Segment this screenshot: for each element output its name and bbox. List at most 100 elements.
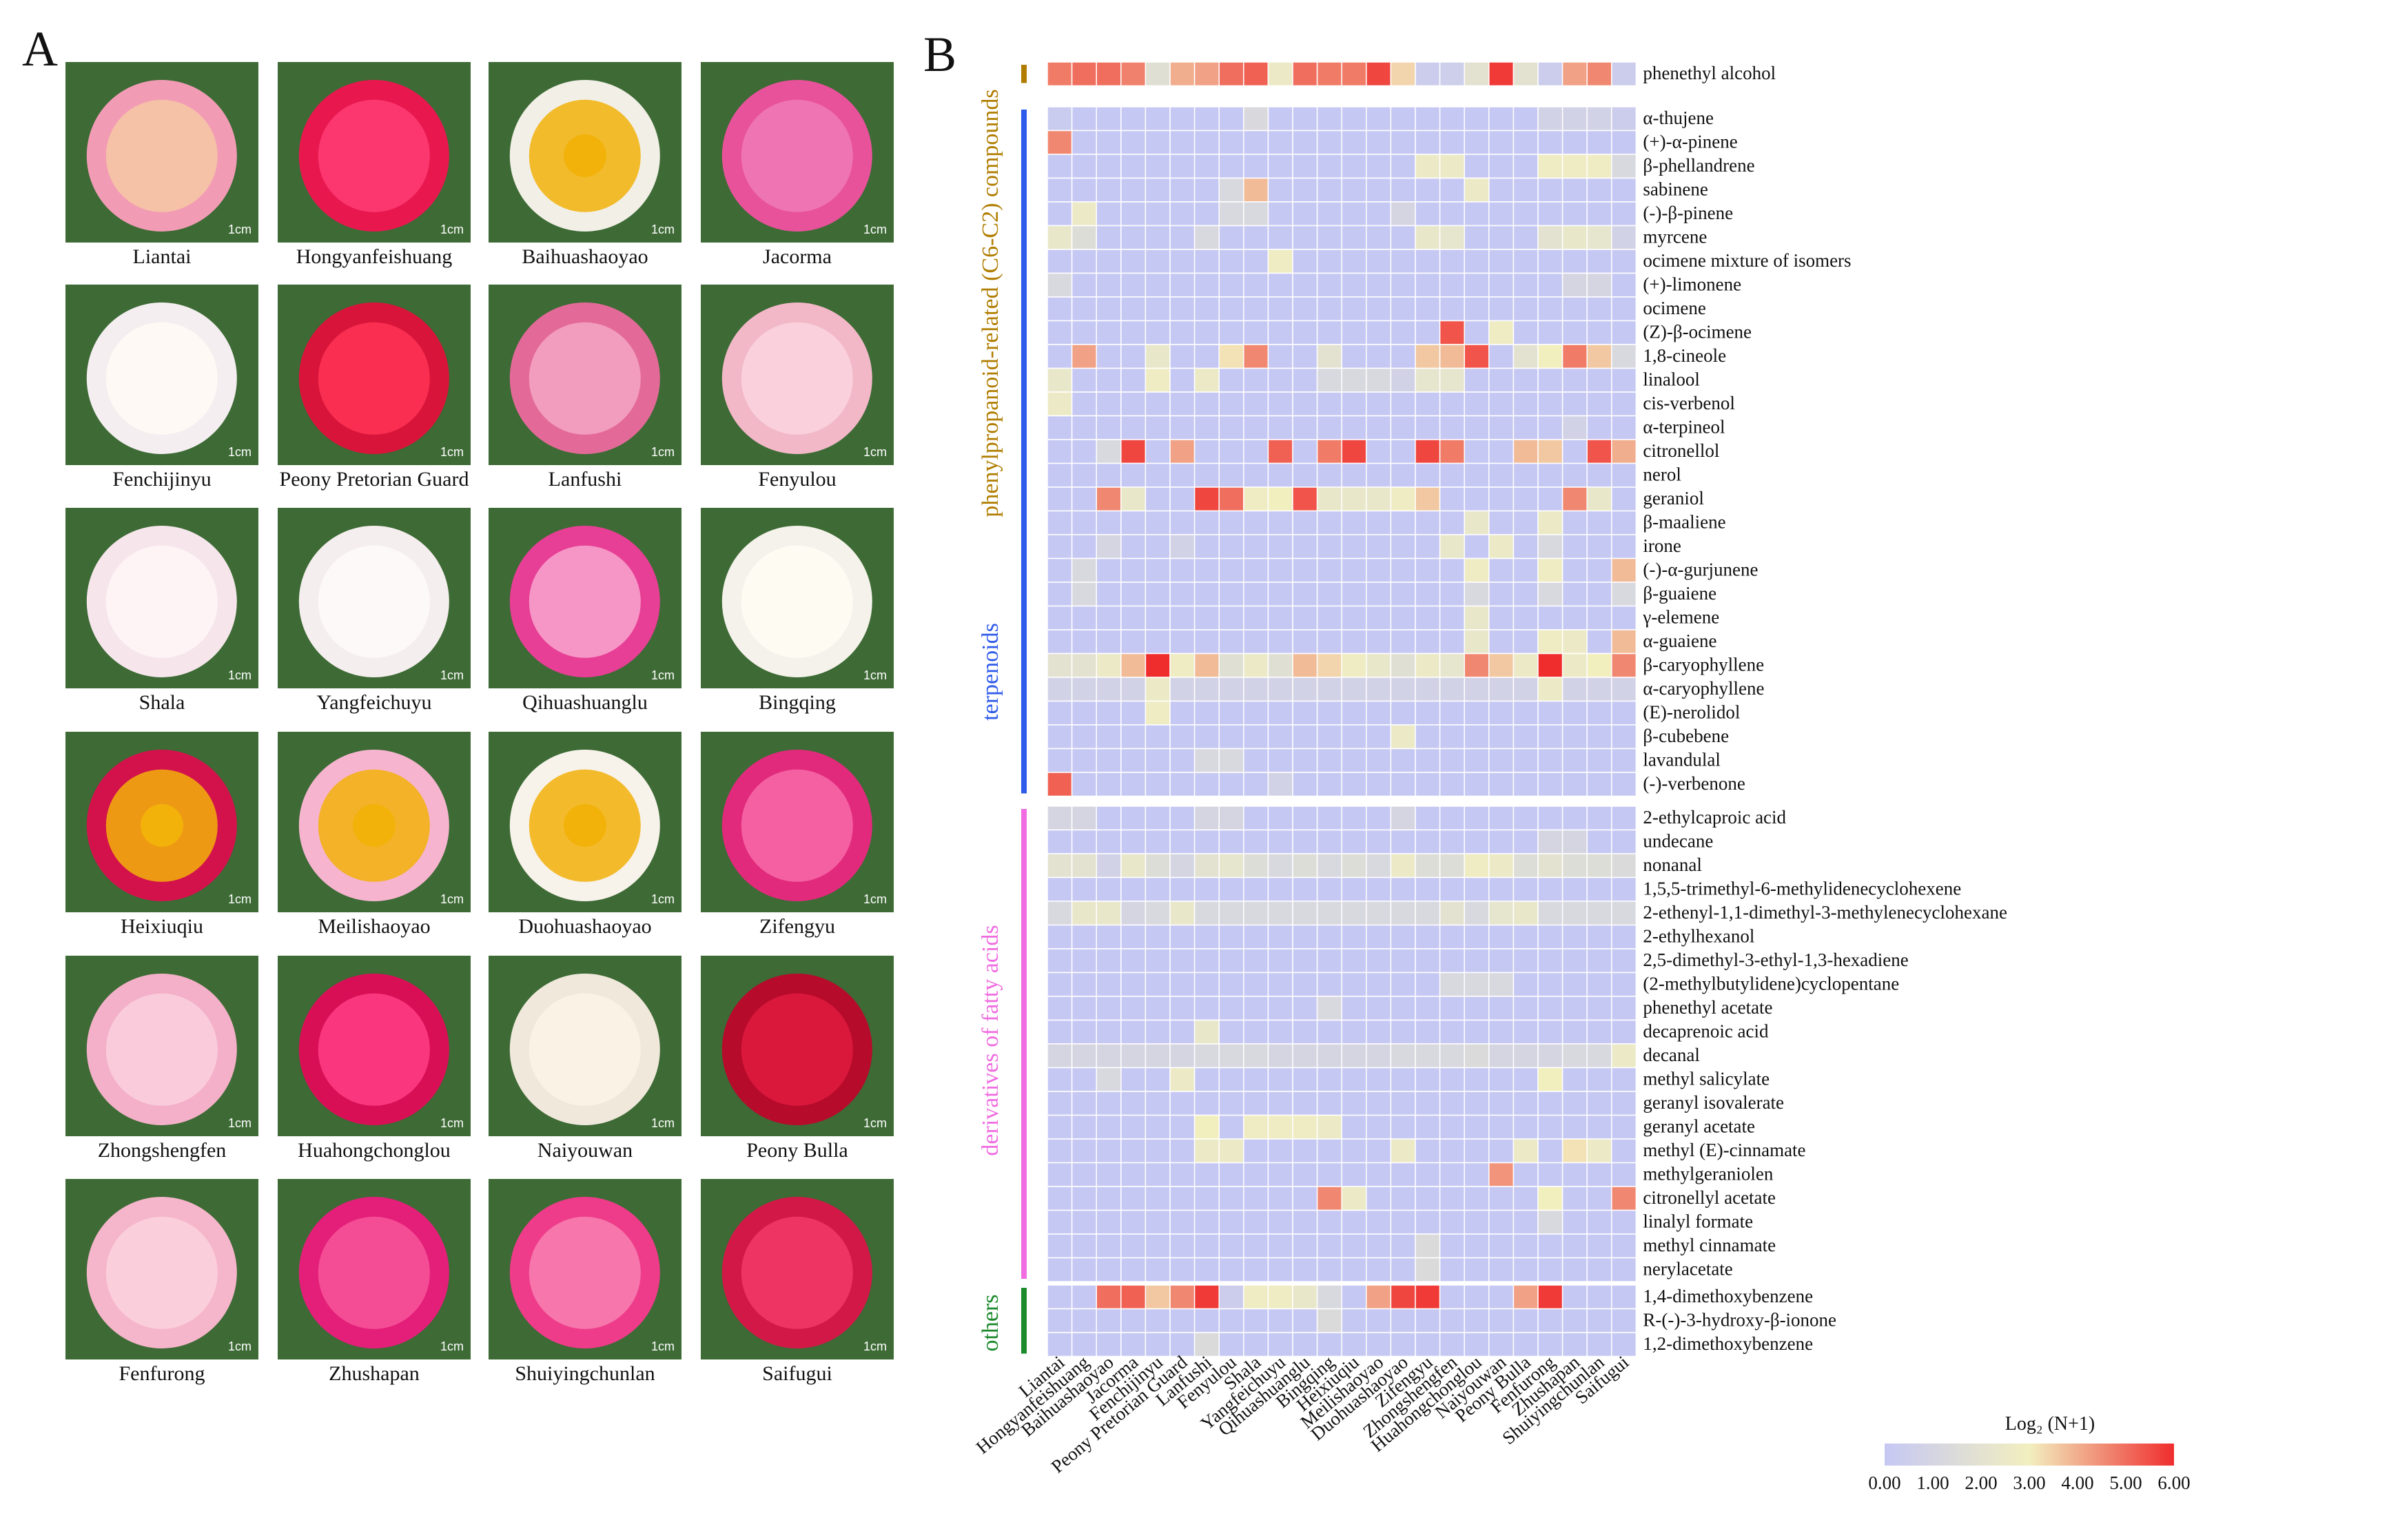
heatmap-cell bbox=[1561, 1162, 1588, 1187]
heatmap-cell bbox=[1488, 924, 1515, 949]
heatmap-cell bbox=[1390, 130, 1416, 155]
flower-photo: 1cm bbox=[701, 508, 894, 688]
heatmap-cell bbox=[1439, 1332, 1465, 1357]
heatmap-cell bbox=[1341, 61, 1367, 87]
heatmap-cell bbox=[1169, 829, 1196, 854]
compound-label: 1,4-dimethoxybenzene bbox=[1643, 1286, 1813, 1306]
heatmap-cell bbox=[1586, 130, 1612, 155]
heatmap-cell bbox=[1390, 367, 1416, 393]
compound-label: 2,5-dimethyl-3-ethyl-1,3-hexadiene bbox=[1643, 949, 1908, 970]
compound-label: γ-elemene bbox=[1642, 606, 1719, 627]
compound-label: 1,2-dimethoxybenzene bbox=[1643, 1333, 1813, 1354]
heatmap-cell bbox=[1316, 61, 1342, 87]
heatmap-cell bbox=[1316, 296, 1342, 322]
heatmap-cell bbox=[1267, 320, 1293, 345]
heatmap-cell bbox=[1267, 677, 1293, 702]
heatmap-cell bbox=[1513, 700, 1539, 726]
heatmap-cell bbox=[1586, 996, 1612, 1021]
heatmap-cell bbox=[1415, 748, 1441, 773]
heatmap-cell bbox=[1537, 1162, 1563, 1187]
heatmap-cell bbox=[1145, 1138, 1171, 1164]
heatmap-cell bbox=[1561, 700, 1588, 726]
heatmap-cell bbox=[1071, 1186, 1097, 1211]
heatmap-cell bbox=[1390, 829, 1416, 854]
heatmap-cell bbox=[1243, 1114, 1269, 1140]
heatmap-cell bbox=[1193, 1019, 1220, 1045]
heatmap-cell bbox=[1193, 853, 1220, 879]
flower-photo: 1cm bbox=[701, 1179, 894, 1359]
heatmap-cell bbox=[1267, 1067, 1293, 1092]
heatmap-cell bbox=[1341, 1332, 1367, 1357]
cultivar-label: Fenyulou bbox=[758, 468, 837, 491]
heatmap-cell bbox=[1513, 1019, 1539, 1045]
heatmap-cell bbox=[1537, 1233, 1563, 1259]
heatmap-cell bbox=[1586, 1233, 1612, 1259]
heatmap-cell bbox=[1464, 201, 1490, 227]
heatmap-cell bbox=[1586, 948, 1612, 974]
heatmap-cell bbox=[1120, 948, 1147, 974]
heatmap-cell bbox=[1218, 700, 1244, 726]
heatmap-cell bbox=[1120, 1332, 1147, 1357]
heatmap-cell bbox=[1193, 805, 1220, 831]
heatmap-cell bbox=[1096, 1138, 1122, 1164]
heatmap-cell bbox=[1071, 677, 1097, 702]
heatmap-cell bbox=[1561, 582, 1588, 607]
heatmap-cell bbox=[1366, 853, 1392, 879]
heatmap-cell bbox=[1096, 296, 1122, 322]
heatmap-cell bbox=[1439, 367, 1465, 393]
heatmap-cell bbox=[1561, 748, 1588, 773]
heatmap-cell bbox=[1096, 1284, 1122, 1310]
panel-label-a: A bbox=[22, 21, 58, 76]
compound-label: nonanal bbox=[1643, 854, 1701, 875]
heatmap-cell bbox=[1169, 486, 1196, 512]
heatmap-cell bbox=[1561, 1284, 1588, 1310]
heatmap-cell bbox=[1611, 1209, 1637, 1235]
heatmap-cell bbox=[1415, 1019, 1441, 1045]
heatmap-cell bbox=[1145, 1067, 1171, 1092]
heatmap-cell bbox=[1316, 1332, 1342, 1357]
heatmap-cell bbox=[1537, 61, 1563, 87]
flower-photo: 1cm bbox=[278, 285, 471, 465]
colorbar-tick-label: 3.00 bbox=[2013, 1472, 2045, 1493]
cultivar-label: Shala bbox=[139, 691, 185, 714]
compound-label: nerylacetate bbox=[1643, 1258, 1732, 1279]
compound-label: myrcene bbox=[1643, 226, 1707, 247]
heatmap-cell bbox=[1267, 724, 1293, 750]
heatmap-cell bbox=[1145, 629, 1171, 655]
heatmap-cell bbox=[1488, 486, 1515, 512]
heatmap-cell bbox=[1316, 1138, 1342, 1164]
heatmap-cell bbox=[1316, 901, 1342, 926]
heatmap-cell bbox=[1561, 225, 1588, 250]
heatmap-cell bbox=[1047, 106, 1073, 132]
heatmap-cell bbox=[1341, 1114, 1367, 1140]
heatmap-cell bbox=[1243, 534, 1269, 559]
heatmap-cell bbox=[1488, 367, 1515, 393]
heatmap-cell bbox=[1464, 1019, 1490, 1045]
heatmap-cell bbox=[1316, 700, 1342, 726]
heatmap-cell bbox=[1169, 225, 1196, 250]
heatmap-cell bbox=[1513, 201, 1539, 227]
heatmap-cell bbox=[1513, 1284, 1539, 1310]
heatmap-cell bbox=[1537, 272, 1563, 298]
heatmap-cell bbox=[1169, 534, 1196, 559]
heatmap-cell bbox=[1341, 876, 1367, 902]
heatmap-cell bbox=[1292, 805, 1318, 831]
heatmap-cell bbox=[1561, 724, 1588, 750]
heatmap-cell bbox=[1047, 700, 1073, 726]
heatmap-cell bbox=[1071, 748, 1097, 773]
heatmap-cell bbox=[1267, 391, 1293, 417]
heatmap-cell bbox=[1513, 1138, 1539, 1164]
cultivar-photo-cell: 1cm Yangfeichuyu bbox=[278, 508, 471, 715]
heatmap-cell bbox=[1464, 249, 1490, 274]
heatmap-cell bbox=[1120, 1233, 1147, 1259]
heatmap-cell bbox=[1145, 1186, 1171, 1211]
heatmap-cell bbox=[1145, 1308, 1171, 1333]
heatmap-cell bbox=[1537, 1114, 1563, 1140]
heatmap-cell bbox=[1341, 1284, 1367, 1310]
heatmap-cell bbox=[1267, 1043, 1293, 1069]
compound-label: sabinene bbox=[1643, 178, 1708, 199]
heatmap-cell bbox=[1071, 853, 1097, 879]
heatmap-cell bbox=[1047, 1019, 1073, 1045]
heatmap-cell bbox=[1218, 177, 1244, 203]
heatmap-cell bbox=[1120, 724, 1147, 750]
